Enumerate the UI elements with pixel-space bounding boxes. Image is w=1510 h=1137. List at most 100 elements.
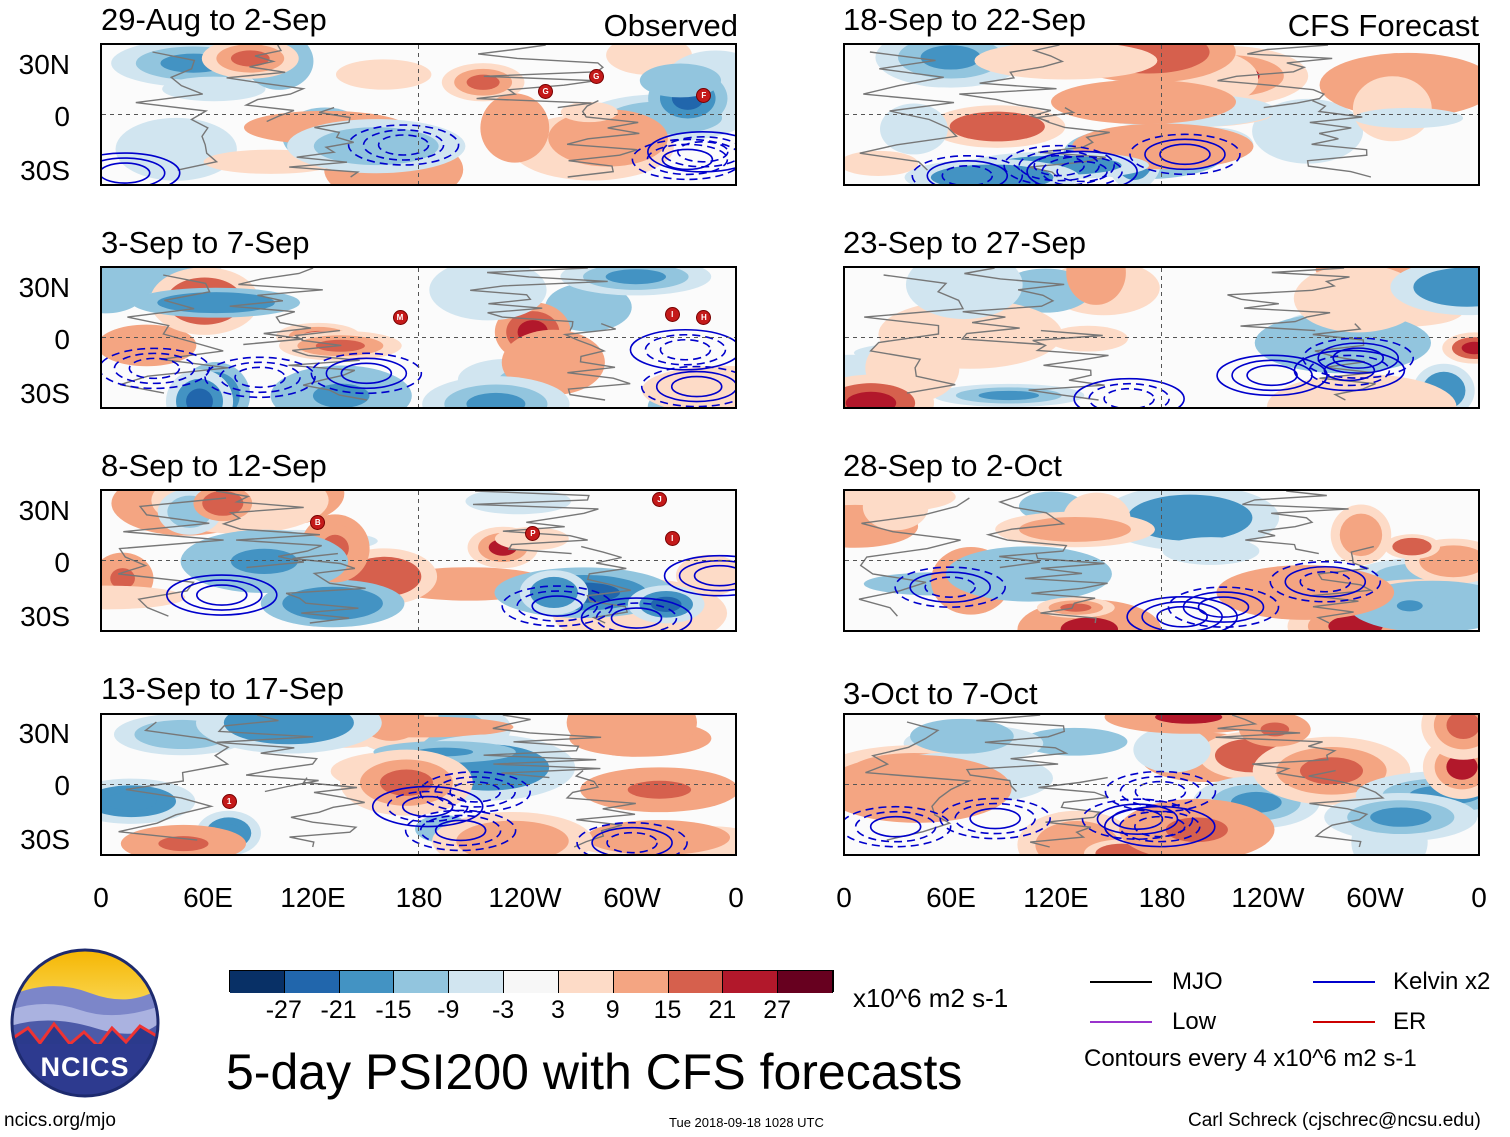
panel-title: 13-Sep to 17-Sep — [101, 671, 345, 706]
anomaly-shade — [313, 127, 439, 166]
colorbar-tick-label: -15 — [375, 996, 412, 1024]
kelvin-contour — [1246, 364, 1298, 387]
legend-line-low — [1090, 1021, 1152, 1023]
coastline — [1028, 106, 1110, 178]
kelvin-contour — [434, 819, 487, 842]
kelvin-contour — [434, 776, 516, 808]
lon-label: 0 — [93, 882, 109, 913]
colorbar-swatch — [558, 971, 614, 993]
lon-label: 120W — [1231, 882, 1305, 913]
kelvin-contour — [1284, 565, 1367, 598]
kelvin-contour — [1129, 133, 1241, 176]
kelvin-contour — [113, 352, 196, 385]
coastline — [581, 545, 631, 624]
anomaly-shade — [1133, 726, 1211, 773]
kelvin-contour — [1302, 337, 1415, 379]
anomaly-shade — [949, 111, 1045, 142]
panel-tag-cfs-forecast: CFS Forecast — [1287, 8, 1479, 43]
kelvin-contour — [377, 134, 430, 156]
anomaly-shade — [1446, 715, 1478, 740]
coastline — [960, 268, 1065, 346]
kelvin-contour — [1269, 560, 1382, 603]
lat-label-0: 0 — [54, 547, 70, 578]
kelvin-contour — [102, 157, 166, 184]
kelvin-contour — [631, 138, 735, 181]
kelvin-contour — [640, 365, 735, 407]
anomaly-shade — [560, 101, 618, 123]
anomaly-shade — [1165, 817, 1228, 843]
colorbar-tick-label: 9 — [605, 996, 620, 1024]
lat-label-30s: 30S — [20, 378, 70, 409]
anomaly-shade — [1353, 107, 1464, 129]
coastline — [1311, 545, 1374, 624]
logo-graphic — [10, 948, 160, 1098]
kelvin-contour — [1156, 605, 1208, 628]
kelvin-contour — [401, 795, 454, 818]
anomaly-shade — [1060, 603, 1092, 612]
legend-label-kelvin: Kelvin x2 — [1393, 968, 1491, 995]
anomaly-shade — [1461, 341, 1478, 355]
kelvin-contour — [128, 357, 181, 380]
coastline — [1217, 45, 1333, 109]
colorbar-tick-label: -9 — [437, 996, 460, 1024]
map-field — [845, 715, 1478, 854]
anomaly-shade — [1127, 494, 1253, 541]
anomaly-shade — [1162, 537, 1260, 565]
anomaly-shade — [905, 268, 1023, 320]
storm-marker: B — [310, 514, 326, 530]
lon-label: 60E — [926, 882, 976, 913]
kelvin-contour — [1144, 138, 1226, 171]
kelvin-contour — [647, 131, 735, 173]
lon-label: 120E — [280, 882, 346, 913]
lat-label-30n: 30N — [18, 272, 70, 303]
lat-label-0: 0 — [54, 770, 70, 801]
storm-marker: H — [696, 309, 712, 325]
kelvin-contour — [644, 333, 727, 366]
anomaly-shade — [1339, 513, 1383, 557]
coastline — [288, 329, 368, 401]
kelvin-contour — [1317, 342, 1400, 374]
panel-tag-observed: Observed — [603, 8, 738, 43]
kelvin-contour — [310, 352, 423, 395]
anomaly-shade — [1293, 268, 1423, 333]
map-panel — [843, 713, 1480, 856]
kelvin-contour — [591, 826, 673, 854]
anomaly-shade — [102, 585, 186, 610]
lon-label: 180 — [395, 882, 443, 913]
colorbar-swatch — [449, 971, 505, 993]
lat-label-30n: 30N — [18, 49, 70, 80]
anomaly-shade — [1396, 600, 1423, 612]
anomaly-shade — [102, 324, 197, 367]
coastline — [118, 497, 227, 617]
coastline — [1024, 553, 1108, 624]
kelvin-contour — [1118, 810, 1201, 843]
kelvin-contour — [219, 361, 301, 394]
kelvin-contour — [939, 797, 1051, 840]
anomaly-shade — [1060, 617, 1119, 630]
colorbar-swatch — [778, 971, 833, 993]
coastline — [285, 552, 366, 624]
colorbar-swatch — [723, 971, 779, 993]
kelvin-contour — [347, 124, 460, 166]
anomaly-shade — [1413, 268, 1478, 307]
kelvin-contour — [595, 602, 678, 630]
storm-marker: 1 — [221, 794, 237, 810]
colorbar-tick-label: 15 — [653, 996, 682, 1024]
footer-url[interactable]: ncics.org/mjo — [4, 1110, 116, 1131]
colorbar-swatch — [230, 971, 285, 993]
lon-label: 120E — [1023, 882, 1089, 913]
anomaly-shade — [930, 164, 1054, 184]
kelvin-contour — [854, 810, 937, 843]
colorbar — [229, 970, 834, 993]
kelvin-contour — [234, 366, 286, 389]
storm-marker: M — [392, 309, 408, 325]
colorbar-swatch — [668, 971, 724, 993]
lat-label-30n: 30N — [18, 718, 70, 749]
anomaly-shade — [429, 268, 547, 321]
legend-line-mjo — [1090, 981, 1152, 983]
map-panel — [843, 43, 1480, 186]
coastline — [289, 777, 365, 848]
kelvin-contour — [1081, 798, 1194, 840]
lon-label: 0 — [1471, 882, 1487, 913]
anomaly-shade — [845, 150, 919, 176]
